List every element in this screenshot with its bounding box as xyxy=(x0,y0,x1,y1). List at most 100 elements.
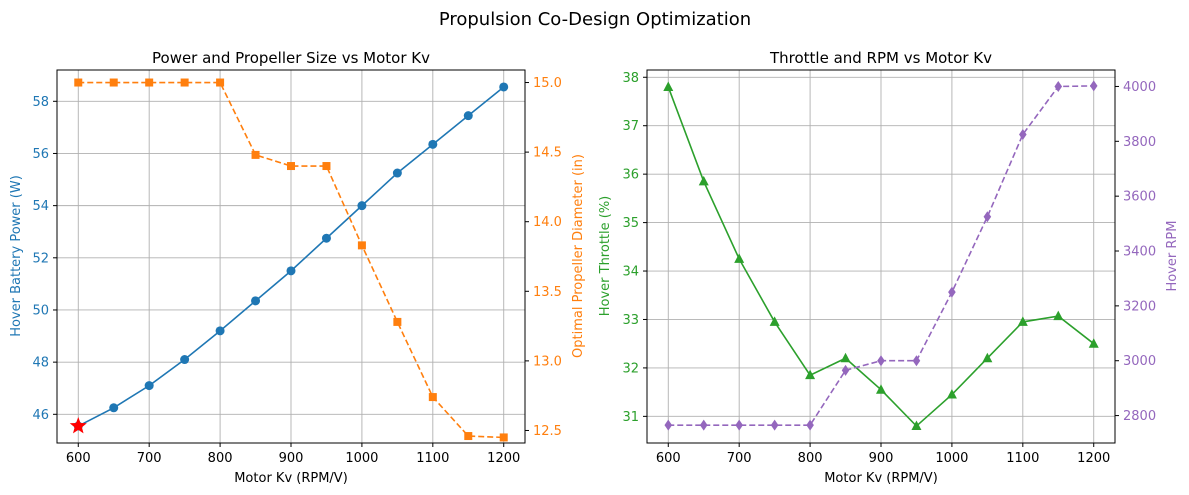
y-tick-label: 54 xyxy=(32,199,49,214)
chart-right-xlabel: Motor Kv (RPM/V) xyxy=(824,471,938,486)
y-tick-label: 48 xyxy=(32,356,49,371)
y-tick-label: 46 xyxy=(32,408,49,423)
data-point-throttle xyxy=(663,81,674,91)
data-point-diameter xyxy=(74,78,83,87)
chart-right-title: Throttle and RPM vs Motor Kv xyxy=(769,49,992,67)
chart-left: Power and Propeller Size vs Motor Kv 600… xyxy=(9,49,586,486)
chart-right-y2label: Hover RPM xyxy=(1165,221,1180,292)
data-point-rpm xyxy=(770,419,779,431)
data-point-throttle xyxy=(840,352,851,363)
chart-right-axes: 600 700 800 900 1000 1100 1200 31 32 33 34 35 36 37 38… xyxy=(622,71,1156,466)
data-point-rpm xyxy=(877,355,885,367)
chart-right-series xyxy=(663,80,1099,431)
data-point-power xyxy=(499,82,509,92)
chart-right: Throttle and RPM vs Motor Kv 600 700 800 90… xyxy=(598,49,1180,486)
data-point-throttle xyxy=(734,253,745,263)
x-tick-label: 700 xyxy=(137,451,162,466)
data-point-diameter xyxy=(357,241,366,250)
chart-right-grid xyxy=(647,70,1115,443)
data-point-power xyxy=(286,266,296,276)
y-tick-label: 38 xyxy=(622,71,639,86)
y2-tick-label: 2800 xyxy=(1123,409,1156,424)
y2-tick-label: 3000 xyxy=(1123,354,1156,369)
y-tick-label: 35 xyxy=(622,216,639,231)
y2-tick-label: 14.0 xyxy=(533,215,562,230)
x-tick-label: 800 xyxy=(208,451,233,466)
y-tick-label: 36 xyxy=(622,168,639,183)
data-point-throttle xyxy=(698,175,709,186)
data-point-power xyxy=(180,355,190,365)
data-point-diameter xyxy=(109,78,118,87)
data-point-rpm xyxy=(664,419,673,431)
data-point-rpm xyxy=(912,355,921,367)
chart-right-ylabel: Hover Throttle (%) xyxy=(598,196,613,317)
y2-tick-label: 13.0 xyxy=(533,354,562,369)
y2-tick-label: 3400 xyxy=(1123,245,1156,260)
data-point-rpm xyxy=(1054,80,1063,92)
data-point-rpm xyxy=(948,286,956,298)
chart-left-y2label: Optimal Propeller Diameter (in) xyxy=(571,154,586,358)
data-point-diameter xyxy=(393,317,402,326)
data-point-throttle xyxy=(911,420,922,431)
y2-tick-label: 15.0 xyxy=(533,76,562,91)
data-point-diameter xyxy=(464,432,473,441)
data-point-throttle xyxy=(805,369,816,380)
y-tick-label: 34 xyxy=(622,265,639,280)
data-point-diameter xyxy=(180,78,189,87)
x-tick-label: 1100 xyxy=(1006,451,1039,466)
data-point-power xyxy=(321,233,331,243)
x-tick-label: 900 xyxy=(869,451,894,466)
data-point-throttle xyxy=(1053,310,1064,321)
y2-tick-label: 3200 xyxy=(1123,299,1156,314)
x-tick-label: 700 xyxy=(727,451,752,466)
data-point-diameter xyxy=(499,433,508,442)
data-point-power xyxy=(215,326,225,336)
data-point-power xyxy=(357,201,367,211)
data-point-diameter xyxy=(145,78,154,87)
y2-tick-label: 13.5 xyxy=(533,285,562,300)
chart-left-grid xyxy=(57,70,525,443)
data-point-diameter xyxy=(216,78,225,87)
data-point-power xyxy=(463,111,473,121)
y2-tick-label: 4000 xyxy=(1123,80,1156,95)
data-point-rpm xyxy=(841,364,850,376)
y2-tick-label: 3800 xyxy=(1123,135,1156,150)
data-point-throttle xyxy=(946,389,957,399)
data-point-rpm xyxy=(699,419,708,431)
data-point-power xyxy=(109,403,119,413)
y-tick-label: 37 xyxy=(622,119,639,134)
chart-left-series xyxy=(69,78,509,442)
x-tick-label: 1200 xyxy=(1077,451,1110,466)
chart-left-ylabel: Hover Battery Power (W) xyxy=(9,175,24,337)
x-tick-label: 1000 xyxy=(345,451,378,466)
data-point-diameter xyxy=(251,150,260,159)
data-point-rpm xyxy=(1019,128,1027,140)
y-tick-label: 31 xyxy=(622,410,639,425)
optimum-star-marker xyxy=(69,417,87,434)
x-tick-label: 1200 xyxy=(487,451,520,466)
y-tick-label: 56 xyxy=(32,147,49,162)
data-point-throttle xyxy=(1088,338,1099,348)
chart-left-axes: 600 700 800 900 1000 1100 1200 46 48 50 52 54 56 58 12… xyxy=(32,76,562,466)
figure-suptitle: Propulsion Co-Design Optimization xyxy=(439,9,751,30)
chart-left-xlabel: Motor Kv (RPM/V) xyxy=(234,471,348,486)
data-point-power xyxy=(428,139,438,149)
y2-tick-label: 14.5 xyxy=(533,146,562,161)
y-tick-label: 33 xyxy=(622,313,639,328)
data-point-throttle xyxy=(982,352,993,363)
data-point-rpm xyxy=(1089,80,1098,92)
data-point-throttle xyxy=(1017,316,1028,326)
y-tick-label: 52 xyxy=(32,251,49,266)
x-tick-label: 1000 xyxy=(935,451,968,466)
data-point-power xyxy=(144,381,154,391)
data-point-rpm xyxy=(983,211,992,223)
data-point-rpm xyxy=(806,419,814,431)
data-point-power xyxy=(392,168,402,178)
data-point-diameter xyxy=(287,162,295,171)
x-tick-label: 600 xyxy=(66,451,91,466)
x-tick-label: 600 xyxy=(656,451,681,466)
y-tick-label: 58 xyxy=(32,95,49,110)
x-tick-label: 900 xyxy=(279,451,304,466)
y-tick-label: 50 xyxy=(32,303,49,318)
